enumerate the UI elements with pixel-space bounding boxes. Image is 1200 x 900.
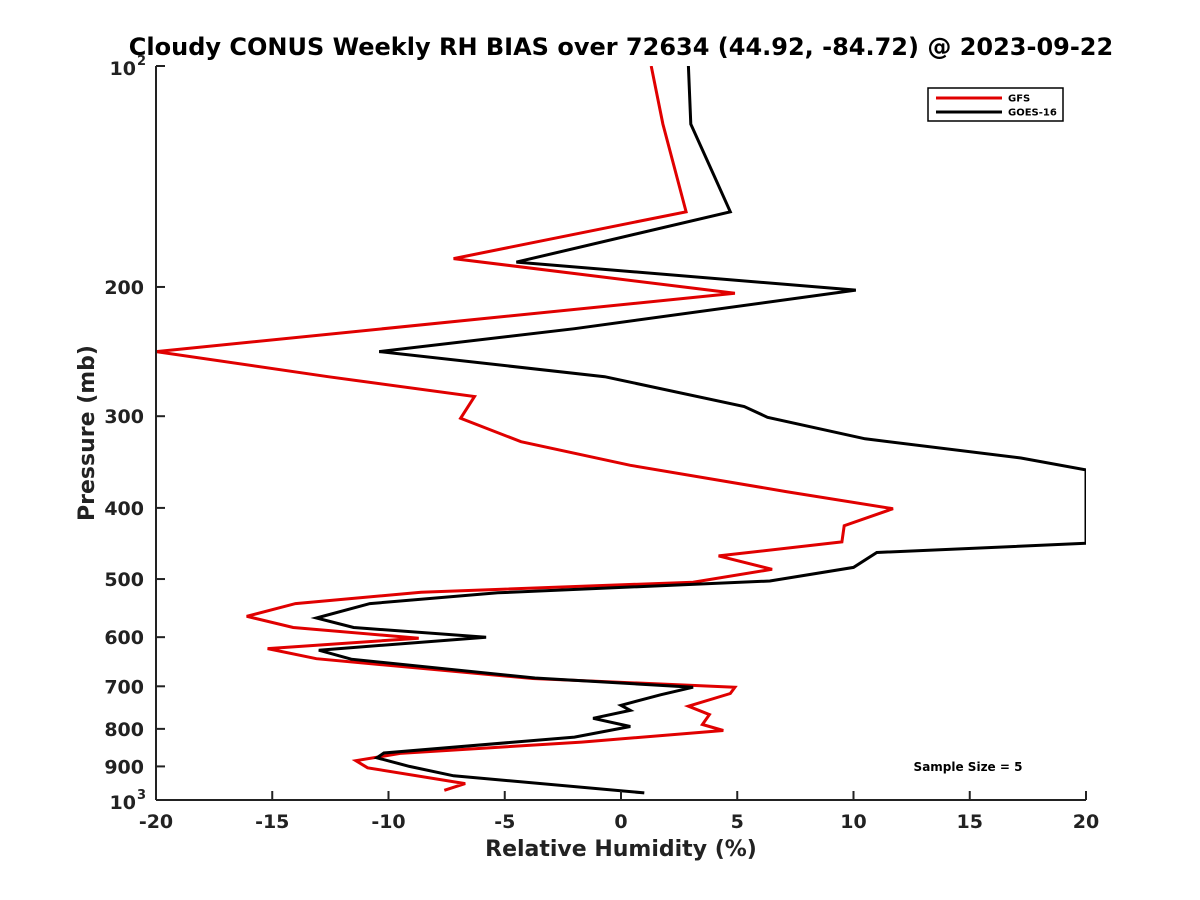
x-tick-label: 10 [840, 811, 866, 833]
y-tick-label: 900 [104, 756, 144, 778]
legend: GFS GOES-16 [927, 87, 1064, 122]
x-tick-label: 15 [957, 811, 983, 833]
y-tick-label: 800 [104, 719, 144, 741]
x-axis-label: Relative Humidity (%) [485, 837, 757, 862]
y-tick-label: 500 [104, 569, 144, 591]
legend-box [927, 87, 1064, 122]
legend-entry-label: GOES-16 [1008, 108, 1057, 119]
x-tick-label: -10 [371, 811, 405, 833]
y-tick-label: 400 [104, 498, 144, 520]
chart-title: Cloudy CONUS Weekly RH BIAS over 72634 (… [129, 33, 1113, 61]
x-tick-label: -20 [139, 811, 173, 833]
y-tick-label: 600 [104, 627, 144, 649]
y-tick-label: 300 [104, 406, 144, 428]
y-tick-label: 10 [110, 792, 136, 814]
x-tick-label: 0 [614, 811, 627, 833]
y-axis-label: Pressure (mb) [75, 345, 100, 521]
y-tick-label: 10 [110, 58, 136, 80]
x-tick-label: 5 [731, 811, 744, 833]
x-tick-label: 20 [1073, 811, 1099, 833]
x-tick-label: -5 [494, 811, 515, 833]
y-tick-exponent: 2 [137, 54, 146, 69]
series-line-gfs [156, 66, 894, 792]
series-line-goes-16 [310, 66, 1086, 795]
x-tick-label: -15 [255, 811, 289, 833]
sample-size-annotation: Sample Size = 5 [914, 760, 1023, 774]
series-layer [156, 66, 1086, 795]
legend-entry-label: GFS [1008, 94, 1030, 105]
y-tick-label: 200 [104, 277, 144, 299]
y-tick-label: 700 [104, 676, 144, 698]
y-tick-exponent: 3 [137, 788, 146, 803]
